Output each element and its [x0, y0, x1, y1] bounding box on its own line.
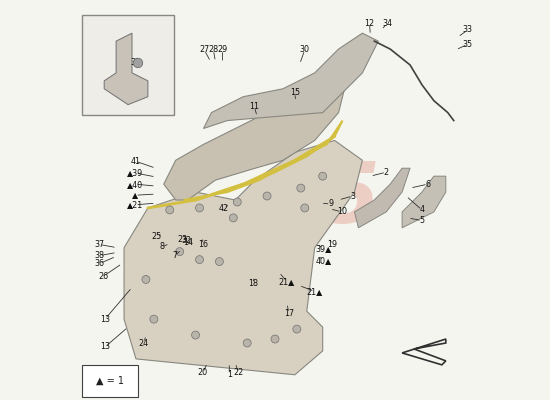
- Circle shape: [229, 214, 237, 222]
- Text: 21▲: 21▲: [306, 287, 323, 296]
- Circle shape: [243, 339, 251, 347]
- Text: 85: 85: [265, 160, 381, 240]
- Circle shape: [271, 335, 279, 343]
- Text: 9: 9: [328, 200, 333, 208]
- Text: 20: 20: [197, 368, 208, 377]
- Circle shape: [233, 198, 241, 206]
- Text: ▲40: ▲40: [127, 180, 143, 189]
- Text: 3: 3: [350, 192, 355, 200]
- Text: 35: 35: [463, 40, 472, 49]
- Text: 22: 22: [233, 368, 244, 377]
- Text: 10: 10: [337, 208, 346, 216]
- Text: ▲ = 1: ▲ = 1: [96, 376, 124, 386]
- Text: 12: 12: [365, 19, 375, 28]
- Text: 18: 18: [248, 279, 258, 288]
- Text: ▲: ▲: [132, 191, 138, 200]
- Text: 30: 30: [300, 45, 310, 54]
- Text: 14: 14: [183, 238, 194, 247]
- Text: 5: 5: [420, 216, 425, 225]
- Circle shape: [293, 325, 301, 333]
- Text: 42: 42: [219, 204, 229, 213]
- Circle shape: [318, 172, 327, 180]
- Text: 13: 13: [100, 315, 110, 324]
- Text: 39▲: 39▲: [315, 244, 332, 253]
- Text: 24: 24: [139, 338, 149, 348]
- Text: 25: 25: [151, 232, 162, 241]
- Text: 4: 4: [420, 206, 425, 214]
- Polygon shape: [204, 33, 378, 128]
- Text: 26: 26: [98, 272, 108, 281]
- Text: 28: 28: [208, 45, 218, 54]
- Text: 16: 16: [197, 240, 208, 249]
- Text: 17: 17: [284, 309, 294, 318]
- Text: ▲39: ▲39: [127, 168, 144, 178]
- Text: 41: 41: [130, 156, 140, 166]
- Circle shape: [196, 256, 204, 264]
- Text: 38: 38: [95, 251, 104, 260]
- Text: 32: 32: [182, 236, 192, 245]
- Circle shape: [133, 58, 143, 68]
- Text: 8: 8: [160, 242, 164, 251]
- Text: 19: 19: [328, 240, 338, 249]
- Circle shape: [175, 248, 184, 256]
- Polygon shape: [354, 168, 410, 228]
- Text: 1: 1: [227, 370, 232, 379]
- Text: 29: 29: [217, 45, 228, 54]
- Circle shape: [166, 206, 174, 214]
- Text: 21▲: 21▲: [279, 277, 295, 286]
- Circle shape: [150, 315, 158, 323]
- Circle shape: [191, 331, 200, 339]
- Text: 31: 31: [130, 58, 140, 68]
- Text: 40▲: 40▲: [315, 256, 332, 265]
- Circle shape: [297, 184, 305, 192]
- Text: 23: 23: [178, 235, 188, 244]
- Circle shape: [142, 276, 150, 284]
- Circle shape: [196, 204, 204, 212]
- Polygon shape: [164, 73, 346, 200]
- Text: 33: 33: [463, 26, 472, 34]
- Text: 34: 34: [382, 19, 392, 28]
- Text: ▲21: ▲21: [127, 200, 144, 209]
- Polygon shape: [104, 33, 148, 105]
- Circle shape: [216, 258, 223, 266]
- FancyBboxPatch shape: [82, 365, 138, 397]
- Text: 2: 2: [384, 168, 389, 177]
- Circle shape: [301, 204, 309, 212]
- Text: 27: 27: [199, 45, 210, 54]
- Text: 37: 37: [95, 240, 104, 249]
- FancyBboxPatch shape: [82, 15, 174, 114]
- Polygon shape: [402, 176, 446, 228]
- Text: 13: 13: [100, 342, 110, 352]
- Text: 15: 15: [290, 88, 300, 97]
- Polygon shape: [124, 140, 362, 375]
- Text: 36: 36: [95, 259, 104, 268]
- Text: 7: 7: [172, 251, 178, 260]
- Text: 11: 11: [249, 102, 260, 111]
- Circle shape: [263, 192, 271, 200]
- Text: 6: 6: [426, 180, 431, 189]
